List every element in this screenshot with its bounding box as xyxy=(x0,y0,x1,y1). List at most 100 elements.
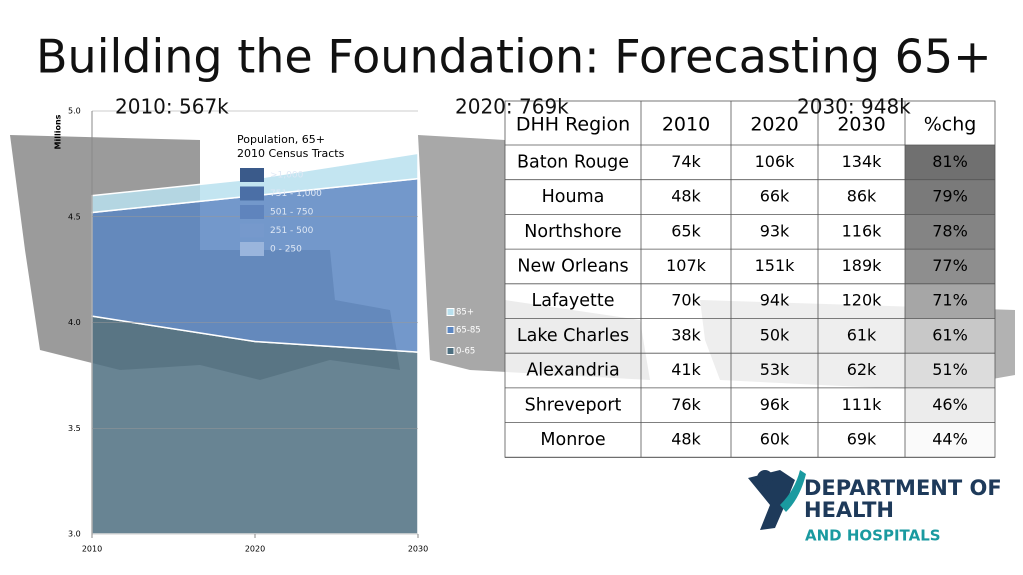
table-cell: 51% xyxy=(932,360,968,379)
logo-text: AND HOSPITALS xyxy=(805,527,941,545)
table-cell: Houma xyxy=(542,187,605,207)
legend-swatch xyxy=(446,326,455,334)
legend-label: 65-85 xyxy=(456,326,481,336)
x-tick-label: 2030 xyxy=(408,545,428,554)
table-cell: 70k xyxy=(671,291,701,310)
table-cell: 116k xyxy=(842,221,883,240)
logo-accent xyxy=(780,470,806,512)
y-axis-label: Millions xyxy=(54,114,63,149)
table-cell: 66k xyxy=(760,187,790,206)
legend-swatch xyxy=(240,168,264,182)
table-border xyxy=(504,100,996,458)
legend-swatch xyxy=(240,223,264,238)
pct-cell xyxy=(905,249,995,284)
legend-label: 0 - 250 xyxy=(270,245,302,255)
legend-label: >1,000 xyxy=(270,171,304,181)
legend-label: 251 - 500 xyxy=(270,226,314,236)
table-cell: 61k xyxy=(847,325,877,344)
logo-text: DEPARTMENT OF xyxy=(804,476,1002,500)
legend-swatch xyxy=(446,347,455,355)
table-cell: Lake Charles xyxy=(517,326,629,346)
map-legend-title: 2010 Census Tracts xyxy=(237,147,345,160)
table-cell: 79% xyxy=(932,187,968,206)
table-cell: 48k xyxy=(671,429,701,448)
table-cell: 78% xyxy=(932,221,968,240)
table-cell: 48k xyxy=(671,187,701,206)
legend-swatch xyxy=(446,308,455,316)
table-cell: 60k xyxy=(760,429,790,448)
table-cell: Northshore xyxy=(524,222,621,242)
table-cell: 77% xyxy=(932,256,968,275)
legend-label: 501 - 750 xyxy=(270,208,314,218)
table-header: 2020 xyxy=(750,114,798,136)
pct-cell xyxy=(905,179,995,215)
table-cell: 120k xyxy=(842,291,883,310)
legend-label: 0-65 xyxy=(456,347,475,357)
table-cell: 106k xyxy=(755,152,796,171)
table-cell: 189k xyxy=(842,256,883,275)
year-label: 2030: 948k xyxy=(797,95,911,119)
table-cell: 69k xyxy=(847,429,877,448)
y-tick-label: 5.0 xyxy=(68,107,81,116)
y-tick-label: 4.5 xyxy=(68,212,81,221)
slide-title: Building the Foundation: Forecasting 65+ xyxy=(36,30,992,84)
table-cell: Lafayette xyxy=(532,291,615,311)
table-cell: 86k xyxy=(847,187,877,206)
table-cell: 111k xyxy=(842,395,883,414)
table-cell: 151k xyxy=(755,256,796,275)
year-label: 2020: 769k xyxy=(455,95,569,119)
table-header: DHH Region xyxy=(516,114,630,136)
legend-label: 751 - 1,000 xyxy=(270,189,322,199)
pct-cell xyxy=(905,318,995,354)
logo: DEPARTMENT OF HEALTH AND HOSPITALS xyxy=(748,470,1002,545)
table-cell: 50k xyxy=(760,325,790,344)
table-cell: 46% xyxy=(932,395,968,414)
table-header: 2030 xyxy=(837,114,885,136)
map-legend: Population, 65+ 2010 Census Tracts >1,00… xyxy=(237,133,345,256)
pct-cell xyxy=(905,353,995,388)
pct-cell xyxy=(905,283,995,319)
table-cell: Alexandria xyxy=(526,361,619,381)
table-header: %chg xyxy=(924,114,977,136)
y-tick-label: 3.5 xyxy=(68,424,81,433)
year-labels: 2010: 567k 2020: 769k 2030: 948k xyxy=(115,95,911,119)
pct-cell xyxy=(905,387,995,423)
x-tick-label: 2020 xyxy=(245,545,265,554)
pct-cell xyxy=(905,145,995,180)
logo-head xyxy=(757,470,773,486)
table-cell: 44% xyxy=(932,429,968,448)
table-cell: Monroe xyxy=(540,430,605,450)
logo-figure xyxy=(748,470,795,530)
table-cell: 74k xyxy=(671,152,701,171)
table-cell: Shreveport xyxy=(525,395,622,415)
pct-cell xyxy=(905,214,995,250)
table-cell: 71% xyxy=(932,291,968,310)
table-header: 2010 xyxy=(662,114,710,136)
x-tick-label: 2010 xyxy=(82,545,102,554)
pct-cell xyxy=(905,422,995,458)
table-cell: 134k xyxy=(842,152,883,171)
y-tick-label: 3.0 xyxy=(68,530,81,539)
table: DHH Region 2010 2020 2030 %chg Baton Rouge 74k… xyxy=(504,100,996,458)
pct-head xyxy=(905,101,995,145)
table-cell: New Orleans xyxy=(517,256,628,276)
table-cell: 94k xyxy=(760,291,790,310)
table-cell: 93k xyxy=(760,221,790,240)
legend-swatch xyxy=(240,242,264,256)
table-cell: 81% xyxy=(932,152,968,171)
table-cell: 53k xyxy=(760,360,790,379)
legend-label: 85+ xyxy=(456,308,474,318)
logo-text: HEALTH xyxy=(804,498,894,522)
table-cell: 65k xyxy=(671,221,701,240)
legend-swatch xyxy=(240,205,264,219)
table-cell: Baton Rouge xyxy=(517,152,629,172)
table-cell: 61% xyxy=(932,325,968,344)
legend-swatch xyxy=(240,186,264,201)
y-tick-label: 4.0 xyxy=(68,318,81,327)
table-cell: 107k xyxy=(666,256,707,275)
table-cell: 38k xyxy=(671,325,701,344)
table-cell: 62k xyxy=(847,360,877,379)
table-cell: 41k xyxy=(671,360,701,379)
table-cell: 76k xyxy=(671,395,701,414)
